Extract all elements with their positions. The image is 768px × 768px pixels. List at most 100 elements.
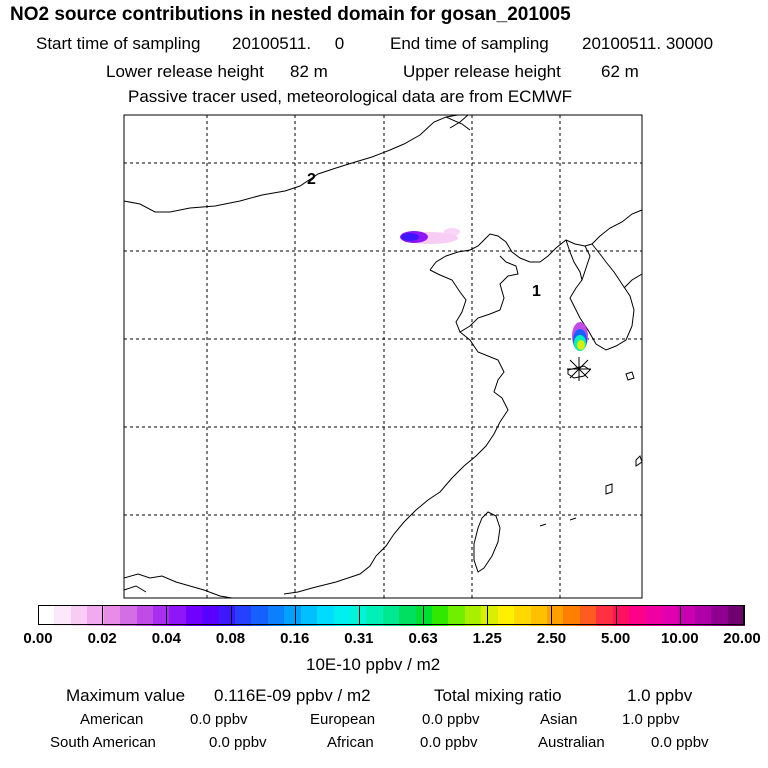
colorbar-swatch [120, 606, 138, 626]
lower-height-value: 82 m [290, 62, 328, 81]
figure-title: NO2 source contributions in nested domai… [10, 4, 571, 25]
end-time-label: End time of sampling [390, 34, 549, 53]
island [539, 523, 547, 527]
colorbar-swatch [464, 606, 482, 626]
region-value: 0.0 ppbv [651, 734, 709, 751]
colorbar-tick [423, 605, 425, 625]
region-value: 0.0 ppbv [209, 734, 267, 751]
plume-receptor [572, 322, 588, 351]
colorbar-swatch [645, 606, 663, 626]
plume-upper [400, 228, 460, 244]
colorbar-swatch [152, 606, 170, 626]
colorbar-swatch [399, 606, 417, 626]
colorbar-tick-label: 0.08 [215, 630, 246, 647]
plume-shade [444, 228, 460, 236]
colorbar-tick-label: 0.16 [280, 630, 310, 647]
colorbar-swatch [546, 606, 564, 626]
south-coast [283, 577, 349, 595]
colorbar-tick [551, 605, 553, 625]
colorbar-swatch [481, 606, 499, 626]
colorbar-swatch [415, 606, 433, 626]
total-mixing-label: Total mixing ratio [434, 686, 562, 705]
upper-height-label: Upper release height [403, 62, 561, 81]
colorbar-swatch [711, 606, 729, 626]
border-segment [123, 585, 147, 593]
region-value: 1.0 ppbv [622, 711, 680, 728]
colorbar-swatch [612, 606, 630, 626]
colorbar-swatch [136, 606, 154, 626]
manchuria-border [429, 209, 643, 271]
colorbar-swatch [530, 606, 548, 626]
colorbar-tick [744, 605, 745, 625]
colorbar-swatch [333, 606, 351, 626]
colorbar-swatch [300, 606, 318, 626]
colorbar-tick-label: 2.50 [536, 630, 567, 647]
region-value: 0.0 ppbv [420, 734, 478, 751]
colorbar-swatch [382, 606, 400, 626]
colorbar-tick [358, 605, 360, 625]
island [625, 371, 635, 381]
region-label-1: 1 [532, 283, 541, 300]
colorbar-swatch [349, 606, 367, 626]
max-value: 0.116E-09 ppbv / m2 [214, 686, 371, 705]
border-segment [445, 114, 459, 118]
island [635, 455, 643, 467]
mongolia-border [123, 116, 471, 213]
tracer-note: Passive tracer used, meteorological data… [128, 87, 573, 106]
colorbar-frame [38, 605, 744, 625]
coastlines-borders [123, 114, 643, 599]
region-name: Asian [540, 711, 578, 728]
colorbar-swatch [366, 606, 384, 626]
taiwan-island [473, 511, 501, 573]
region-name: European [310, 711, 376, 728]
sw-border [123, 573, 233, 599]
colorbar-swatch [317, 606, 335, 626]
plume-shade [577, 340, 585, 350]
colorbar-unit: 10E-10 ppbv / m2 [306, 655, 441, 674]
colorbar-swatch [678, 606, 696, 626]
max-value-label: Maximum value [66, 686, 186, 705]
colorbar-swatch [70, 606, 88, 626]
region-name: South American [50, 734, 156, 751]
colorbar-swatch [202, 606, 220, 626]
colorbar-tick [679, 605, 681, 625]
colorbar-tick-label: 10.00 [661, 630, 699, 647]
colorbar-swatch [694, 606, 712, 626]
colorbar-swatch [38, 606, 56, 626]
colorbar-tick [294, 605, 296, 625]
colorbar-swatch [514, 606, 532, 626]
colorbar-swatch [661, 606, 679, 626]
colorbar-swatch [235, 606, 253, 626]
map-frame [123, 114, 643, 599]
receptor-asterisk-icon [567, 357, 591, 381]
colorbar-tick [230, 605, 232, 625]
colorbar-swatch [54, 606, 72, 626]
colorbar-tick-label: 5.00 [601, 630, 631, 647]
colorbar-swatch [87, 606, 105, 626]
colorbar-tick [102, 605, 104, 625]
colorbar-tick-label: 0.00 [23, 630, 53, 647]
colorbar-tick [615, 605, 617, 625]
region-name: African [327, 734, 374, 751]
border-segment [449, 114, 469, 129]
colorbar-swatch [727, 606, 745, 626]
island [605, 483, 613, 495]
upper-height-value: 62 m [601, 62, 639, 81]
japan-coast [623, 273, 643, 289]
colorbar-swatch [267, 606, 285, 626]
china-east-coast [347, 331, 509, 579]
colorbar-swatch [251, 606, 269, 626]
colorbar-swatch [629, 606, 647, 626]
colorbar-tick-label: 0.04 [151, 630, 181, 647]
lower-height-label: Lower release height [106, 62, 264, 81]
end-time-value: 20100511. 30000 [582, 34, 714, 53]
korea-peninsula [569, 243, 635, 351]
bohai-coast [429, 255, 519, 333]
colorbar-swatch [103, 606, 121, 626]
colorbar-swatch [579, 606, 597, 626]
colorbar-swatch [596, 606, 614, 626]
colorbar-tick [166, 605, 168, 625]
colorbar-swatch [169, 606, 187, 626]
colorbar-swatch [563, 606, 581, 626]
